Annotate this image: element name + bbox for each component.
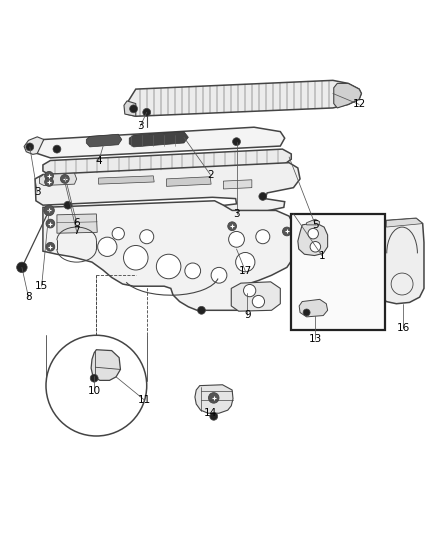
Text: 16: 16 [396, 323, 410, 333]
Text: 8: 8 [25, 292, 32, 302]
Text: 5: 5 [312, 220, 319, 230]
Text: 9: 9 [244, 310, 251, 320]
Circle shape [310, 241, 321, 252]
Polygon shape [57, 214, 97, 233]
Circle shape [259, 192, 267, 200]
Polygon shape [386, 219, 423, 227]
Text: 6: 6 [73, 217, 80, 228]
Polygon shape [223, 180, 252, 189]
Polygon shape [124, 101, 136, 116]
Circle shape [140, 230, 154, 244]
FancyBboxPatch shape [291, 214, 385, 330]
Circle shape [143, 108, 151, 116]
Text: 1: 1 [318, 251, 325, 261]
Polygon shape [91, 350, 120, 381]
Circle shape [308, 229, 318, 239]
Circle shape [45, 172, 53, 180]
Text: 3: 3 [137, 122, 144, 131]
Polygon shape [129, 132, 188, 147]
Circle shape [244, 285, 256, 297]
Polygon shape [39, 173, 77, 185]
Polygon shape [99, 176, 154, 184]
Circle shape [208, 393, 219, 403]
Circle shape [130, 105, 138, 113]
Polygon shape [86, 134, 122, 147]
Circle shape [46, 219, 55, 228]
Text: 3: 3 [34, 187, 41, 197]
Polygon shape [166, 177, 211, 187]
Circle shape [45, 177, 53, 187]
Polygon shape [24, 137, 44, 155]
Text: 13: 13 [309, 334, 322, 344]
Circle shape [252, 295, 265, 308]
Text: 17: 17 [239, 266, 252, 276]
Circle shape [112, 228, 124, 240]
Circle shape [60, 174, 69, 183]
Polygon shape [380, 219, 424, 304]
Polygon shape [334, 84, 361, 108]
Circle shape [46, 243, 55, 251]
Circle shape [53, 145, 61, 153]
Polygon shape [35, 163, 300, 214]
Text: 15: 15 [35, 281, 48, 291]
Polygon shape [195, 385, 233, 413]
Text: 7: 7 [73, 227, 80, 237]
Polygon shape [43, 149, 291, 175]
Polygon shape [307, 219, 320, 225]
Circle shape [90, 374, 98, 382]
Circle shape [44, 205, 54, 216]
Circle shape [211, 268, 227, 283]
Polygon shape [298, 223, 328, 255]
Circle shape [98, 237, 117, 256]
Circle shape [233, 138, 240, 146]
Circle shape [185, 263, 201, 279]
Circle shape [17, 262, 27, 273]
Circle shape [303, 309, 310, 316]
Text: 11: 11 [138, 395, 151, 405]
Circle shape [283, 227, 291, 236]
Polygon shape [125, 80, 361, 116]
Polygon shape [37, 127, 285, 158]
Circle shape [198, 306, 205, 314]
Circle shape [210, 413, 218, 420]
Text: 12: 12 [353, 100, 366, 109]
Text: 4: 4 [95, 156, 102, 166]
Circle shape [228, 222, 237, 231]
Circle shape [124, 246, 148, 270]
Circle shape [236, 253, 255, 272]
Circle shape [26, 143, 34, 151]
Circle shape [64, 201, 72, 209]
Circle shape [256, 230, 270, 244]
Text: 10: 10 [88, 386, 101, 397]
Circle shape [156, 254, 181, 279]
Circle shape [46, 335, 147, 436]
Text: 3: 3 [233, 209, 240, 219]
Polygon shape [43, 201, 293, 310]
Text: 2: 2 [207, 169, 214, 180]
Polygon shape [299, 300, 328, 317]
Text: 14: 14 [204, 408, 217, 418]
Polygon shape [231, 282, 280, 311]
Circle shape [229, 231, 244, 247]
